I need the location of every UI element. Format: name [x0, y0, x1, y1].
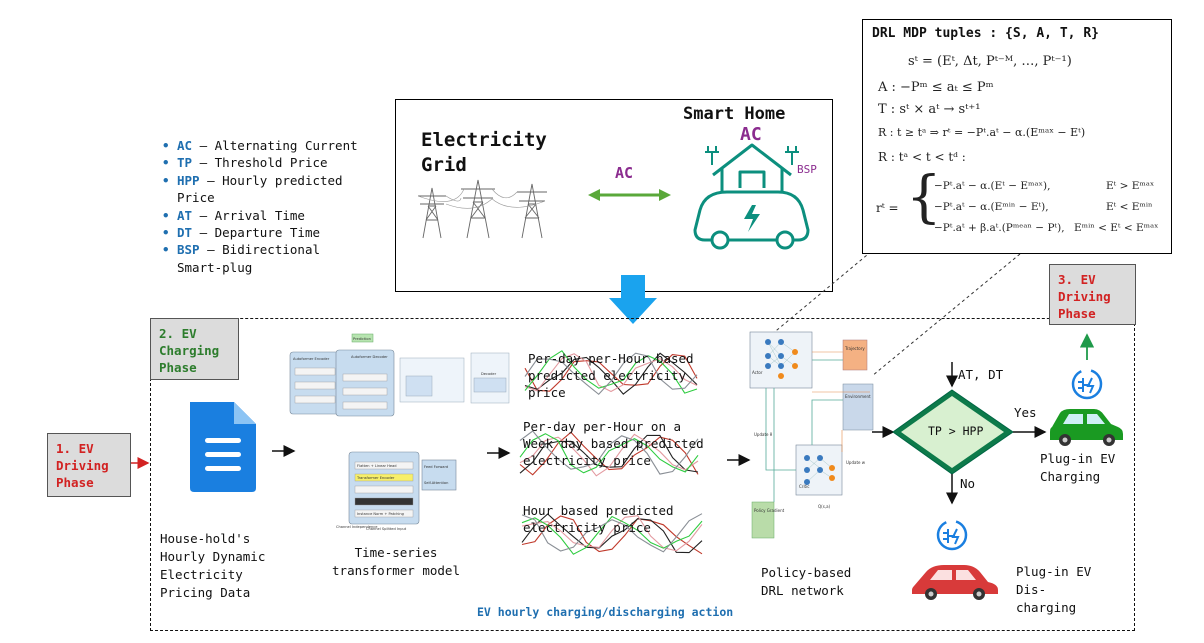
mdp-reward-2: R : tᵃ < t < tᵈ : [878, 150, 966, 164]
tm-autoformer-encoder-text: Autoformer Encoder [293, 357, 330, 361]
mdp-state: sᵗ = (Eᵗ, Δt, Pᵗ⁻ᴹ, …, Pᵗ⁻¹) [908, 54, 1072, 69]
mdp-case2-cond: Eᵗ < Eᵐⁱⁿ [1106, 201, 1153, 213]
drl-update-theta-text: Update θ [754, 432, 773, 437]
mdp-action: A : −Pᵐ ≤ aₜ ≤ Pᵐ [878, 80, 994, 95]
bsp-label: BSP [797, 163, 817, 176]
drl-critic-text: Critic [799, 484, 809, 489]
red-car-icon [912, 565, 998, 600]
mdp-case2: −Pᵗ.aᵗ − α.(Eᵐⁱⁿ − Eᵗ), [934, 201, 1049, 213]
prediction-series-line [524, 350, 698, 394]
transformer-label: Time-series transformer model [332, 545, 460, 578]
drl-update-w-text: Update w [846, 460, 866, 465]
decision-inputs: AT, DT [958, 367, 1004, 382]
prediction-series-line [519, 433, 699, 474]
tm-channel-indep-text: Channel Independence [336, 525, 378, 529]
tm-self-attention-text: Self-Attention [424, 481, 448, 485]
prediction-series-line [524, 354, 698, 392]
ac-bidirectional-arrow [588, 189, 671, 201]
mdp-brace: { [906, 165, 942, 230]
tm-flatten-text: Flatten + Linear Head [357, 464, 397, 468]
mdp-case1-cond: Eᵗ > Eᵐᵃˣ [1106, 180, 1155, 192]
home-ac-label: AC [740, 124, 762, 145]
decision-no: No [960, 476, 976, 491]
legend-item: • TP – Threshold Price [162, 155, 328, 171]
mdp-reward-1: R : t ≥ tᵃ ⇒ rᵗ = −Pᵗ.aᵗ − α.(Eᵐᵃˣ − Eᵗ) [878, 126, 1086, 139]
down-flow-arrow [609, 275, 657, 324]
legend-item: • AC – Alternating Current [162, 138, 358, 153]
prediction-series-line [521, 515, 703, 555]
phase-2-charging: 2. EV Charging Phase [150, 318, 239, 380]
drl-environment-text: Environment [845, 394, 871, 399]
smart-home-ev-icon [693, 143, 810, 250]
transmission-towers-icon [417, 179, 547, 239]
legend-item: • HPP – Hourly predicted Price [162, 172, 343, 206]
smart-home-panel [395, 99, 833, 292]
prediction-series-line [524, 353, 698, 393]
prediction-charts [519, 350, 703, 555]
prediction-series-line [519, 433, 699, 477]
tm-instance-norm-text: Instance Norm + Patching [357, 512, 404, 516]
mdp-case1: −Pᵗ.aᵗ − α.(Eᵗ − Eᵐᵃˣ), [934, 180, 1051, 192]
tm-feed-forward-text: Feed Forward [424, 465, 448, 469]
drl-policy-gradient-text: Policy Gradient [754, 508, 785, 513]
legend-item: • BSP – Bidirectional Smart-plug [162, 242, 320, 275]
prediction-series-line [521, 515, 703, 555]
tm-autoformer-decoder-text: Autoformer Decoder [351, 355, 388, 359]
decision-condition: TP > HPP [928, 424, 984, 438]
legend-item: • DT – Departure Time [162, 225, 320, 241]
mdp-case3-cond: Eᵐⁱⁿ < Eᵗ < Eᵐᵃˣ [1074, 222, 1159, 234]
mdp-rt: rᵗ = [876, 201, 899, 215]
decision-yes: Yes [1014, 405, 1037, 420]
drl-actor-text: Actor [752, 370, 763, 375]
prediction-series-line [524, 352, 698, 396]
green-car-icon [1050, 409, 1123, 446]
mdp-panel [862, 19, 1172, 254]
mdp-title: DRL MDP tuples : {S, A, T, R} [872, 26, 1099, 41]
prediction-label-1: Per-day per-Hour based predicted electri… [528, 351, 694, 400]
discharge-label: Plug-in EV Dis-charging [1016, 564, 1092, 615]
drl-label: Policy-based DRL network [761, 565, 852, 598]
tm-decoder-text: Decoder [481, 372, 497, 376]
tm-channel-split-text: Channel Splitted Input [366, 527, 407, 531]
prediction-series-line [519, 431, 699, 476]
prediction-series-line [521, 515, 703, 552]
charging-phase-container [150, 318, 1135, 631]
legend-list: • AC – Alternating Current • TP – Threshol… [162, 137, 372, 276]
tm-transformer-encoder-text: Transformer Encoder [356, 476, 395, 480]
prediction-series-line [524, 352, 698, 395]
grid-label: Electricity Grid [421, 129, 547, 176]
footer-action-label: EV hourly charging/discharging action [477, 605, 734, 619]
document-icon [190, 402, 256, 492]
mdp-case3: −Pᵗ.aᵗ + β.aᵗ.(Pᵐᵉᵃⁿ − Pᵗ), [934, 222, 1065, 234]
prediction-label-2: Per-day per-Hour on a Week day based pre… [523, 419, 704, 468]
charge-label: Plug-in EV Charging [1040, 451, 1116, 484]
prediction-series-line [519, 430, 699, 475]
tm-prediction-text: Prediction [353, 337, 371, 341]
drl-qsa-text: Q(s,a) [818, 504, 831, 509]
phase-3-driving: 3. EV Driving Phase [1049, 264, 1136, 325]
prediction-series-line [521, 513, 703, 554]
prediction-label-3: Hour based predicted electricity price [523, 503, 674, 535]
legend-item: • AT – Arrival Time [162, 207, 305, 223]
transformer-model-figure: Prediction Autoformer Encoder Autoformer… [289, 333, 510, 531]
drl-trajectory-text: Trajectory [844, 346, 865, 351]
mdp-transition: T : sᵗ × aᵗ → sᵗ⁺¹ [878, 102, 981, 117]
discharging-plug-icon [936, 519, 968, 551]
charging-plug-icon [1071, 368, 1103, 400]
home-label: Smart Home [683, 104, 786, 124]
prediction-series-line [521, 513, 703, 553]
phase-1-driving: 1. EV Driving Phase [47, 433, 131, 497]
drl-network-figure: Actor Critic Environment Trajectory Poli… [749, 331, 874, 539]
ac-link-label: AC [615, 164, 634, 182]
data-source-label: House-hold's Hourly Dynamic Electricity … [160, 531, 266, 600]
